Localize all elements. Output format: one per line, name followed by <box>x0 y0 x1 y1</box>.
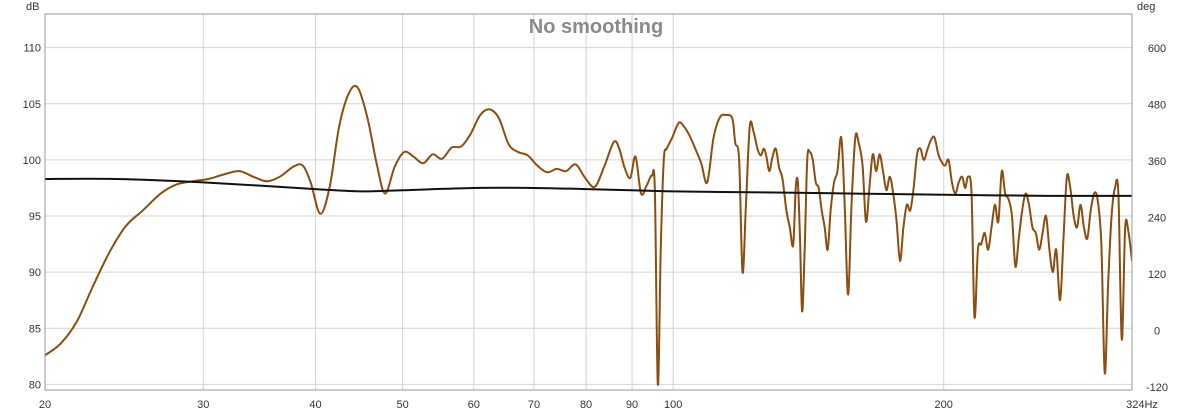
y-tick-label: 85 <box>29 323 41 335</box>
y2-tick-label: 600 <box>1148 43 1166 55</box>
x-tick-label: 60 <box>468 399 480 411</box>
y2-tick-label: 360 <box>1148 156 1166 168</box>
x-tick-label: 30 <box>197 399 209 411</box>
y2-tick-label: 0 <box>1154 326 1160 338</box>
x-tick-label: 20 <box>39 399 51 411</box>
y-tick-label: 95 <box>29 211 41 223</box>
y2-tick-label: 480 <box>1148 99 1166 111</box>
x-tick-label: 100 <box>664 399 682 411</box>
x-tick-label: 50 <box>397 399 409 411</box>
phase-line <box>45 177 1132 197</box>
plot-frame <box>44 13 1133 391</box>
grid-lines <box>45 14 1132 390</box>
y2-tick-label: 240 <box>1148 213 1166 225</box>
series-layer <box>45 84 1132 386</box>
y-tick-label: 105 <box>23 99 41 111</box>
x-tick-label: 70 <box>528 399 540 411</box>
x-tick-label: 90 <box>626 399 638 411</box>
y2-axis-unit-label: deg <box>1137 1 1155 13</box>
y2-tick-label: 120 <box>1148 269 1166 281</box>
y-tick-label: 80 <box>29 379 41 391</box>
y-tick-label: 90 <box>29 267 41 279</box>
y-tick-label: 100 <box>23 155 41 167</box>
x-tick-label: 200 <box>935 399 953 411</box>
x-tick-label: 40 <box>309 399 321 411</box>
y-tick-label: 110 <box>23 43 41 55</box>
x-tick-label: 80 <box>580 399 592 411</box>
y2-tick-label: -120 <box>1146 382 1168 394</box>
y-axis-unit-label: dB <box>26 1 39 13</box>
x-tick-label: 324Hz <box>1126 399 1158 411</box>
chart-title: No smoothing <box>529 16 663 38</box>
axis-labels: 20 30 40 50 60 70 80 90 100 200 324Hz 80 85 90 95 100 10… <box>23 43 1168 411</box>
